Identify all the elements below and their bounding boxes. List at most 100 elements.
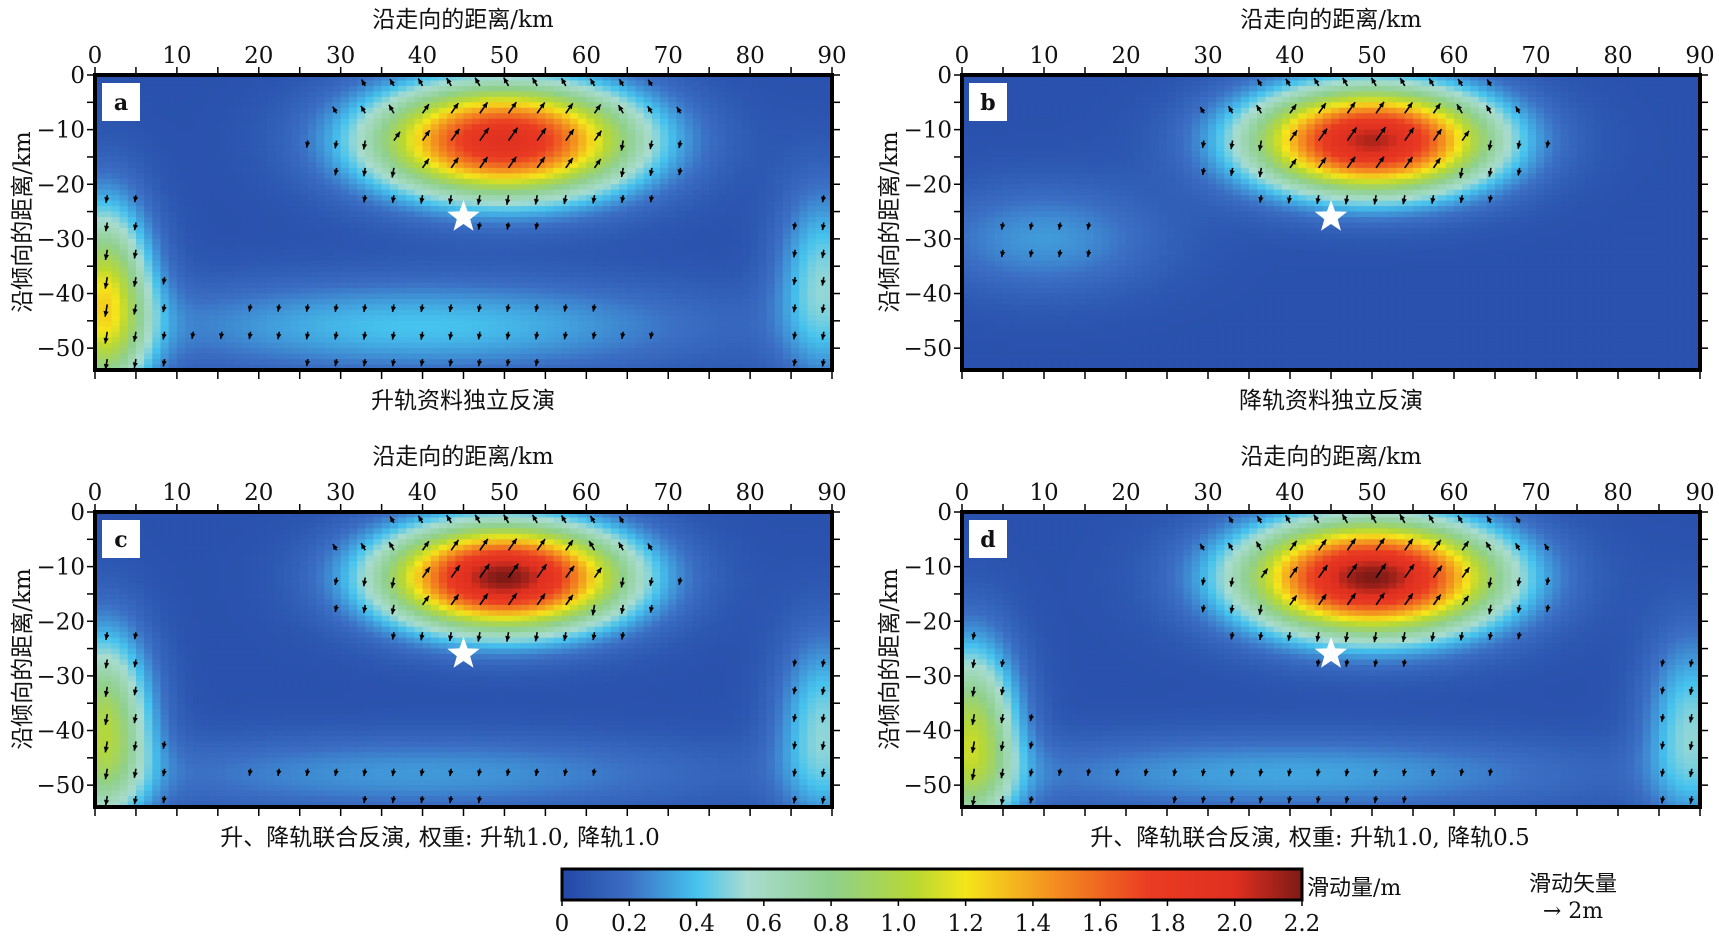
heatmap-cell xyxy=(709,299,718,305)
heatmap-cell xyxy=(701,326,710,332)
heatmap-cell xyxy=(332,315,341,321)
heatmap-cell xyxy=(717,108,726,114)
heatmap-cell xyxy=(152,151,161,157)
heatmap-cell xyxy=(169,348,178,354)
heatmap-cell xyxy=(693,299,702,305)
heatmap-cell xyxy=(734,130,743,136)
heatmap-cell xyxy=(349,173,358,179)
heatmap-cell xyxy=(554,113,563,119)
heatmap-cell xyxy=(529,233,538,239)
heatmap-cell xyxy=(709,348,718,354)
heatmap-cell xyxy=(341,239,350,245)
heatmap-cell xyxy=(464,266,473,272)
heatmap-cell xyxy=(635,212,644,218)
heatmap-cell xyxy=(136,310,145,316)
heatmap-cell xyxy=(226,212,235,218)
heatmap-cell xyxy=(382,321,391,327)
heatmap-cell xyxy=(398,326,407,332)
heatmap-cell xyxy=(627,299,636,305)
heatmap-cell xyxy=(210,108,219,114)
heatmap-cell xyxy=(488,266,497,272)
heatmap-cell xyxy=(161,173,170,179)
heatmap-cell xyxy=(685,288,694,294)
heatmap-cell xyxy=(807,228,816,234)
heatmap-cell xyxy=(513,283,522,289)
heatmap-cell xyxy=(218,201,227,207)
heatmap-cell xyxy=(275,288,284,294)
heatmap-cell xyxy=(292,272,301,278)
heatmap-cell xyxy=(766,80,775,86)
heatmap-cell xyxy=(349,223,358,229)
heatmap-cell xyxy=(562,343,571,349)
heatmap-cell xyxy=(717,315,726,321)
heatmap-cell xyxy=(562,315,571,321)
heatmap-cell xyxy=(332,206,341,212)
heatmap-cell xyxy=(120,261,129,267)
heatmap-cell xyxy=(513,206,522,212)
heatmap-cell xyxy=(660,217,669,223)
heatmap-cell xyxy=(234,288,243,294)
heatmap-cell xyxy=(365,141,374,147)
heatmap-cell xyxy=(234,223,243,229)
heatmap-cell xyxy=(251,343,260,349)
heatmap-cell xyxy=(324,184,333,190)
heatmap-cell xyxy=(660,233,669,239)
heatmap-cell xyxy=(513,80,522,86)
heatmap-cell xyxy=(750,102,759,108)
heatmap-cell xyxy=(480,168,489,174)
heatmap-cell xyxy=(177,206,186,212)
heatmap-cell xyxy=(545,173,554,179)
heatmap-cell xyxy=(709,272,718,278)
heatmap-cell xyxy=(161,86,170,92)
heatmap-cell xyxy=(480,321,489,327)
heatmap-cell xyxy=(382,190,391,196)
heatmap-cell xyxy=(766,326,775,332)
heatmap-cell xyxy=(521,304,530,310)
heatmap-cell xyxy=(668,250,677,256)
heatmap-cell xyxy=(635,179,644,185)
heatmap-cell xyxy=(685,179,694,185)
heatmap-cell xyxy=(537,190,546,196)
heatmap-cell xyxy=(676,283,685,289)
heatmap-cell xyxy=(398,80,407,86)
heatmap-cell xyxy=(201,184,210,190)
heatmap-cell xyxy=(701,119,710,125)
heatmap-cell xyxy=(234,124,243,130)
heatmap-cell xyxy=(742,354,751,360)
heatmap-cell xyxy=(554,304,563,310)
heatmap-cell xyxy=(431,239,440,245)
heatmap-cell xyxy=(635,310,644,316)
heatmap-cell xyxy=(120,283,129,289)
heatmap-cell xyxy=(619,212,628,218)
heatmap-cell xyxy=(144,195,153,201)
heatmap-cell xyxy=(251,162,260,168)
heatmap-cell xyxy=(226,310,235,316)
heatmap-cell xyxy=(152,135,161,141)
heatmap-cell xyxy=(275,146,284,152)
heatmap-cell xyxy=(668,102,677,108)
heatmap-cell xyxy=(709,283,718,289)
heatmap-cell xyxy=(414,130,423,136)
heatmap-cell xyxy=(210,151,219,157)
heatmap-cell xyxy=(431,124,440,130)
heatmap-cell xyxy=(676,272,685,278)
heatmap-cell xyxy=(562,86,571,92)
heatmap-cell xyxy=(169,119,178,125)
heatmap-cell xyxy=(152,283,161,289)
heatmap-cell xyxy=(488,310,497,316)
heatmap-cell xyxy=(308,250,317,256)
heatmap-cell xyxy=(799,179,808,185)
heatmap-cell xyxy=(627,266,636,272)
heatmap-cell xyxy=(382,354,391,360)
heatmap-cell xyxy=(529,294,538,300)
heatmap-cell xyxy=(783,119,792,125)
heatmap-cell xyxy=(251,266,260,272)
heatmap-cell xyxy=(103,190,112,196)
heatmap-cell xyxy=(406,250,415,256)
heatmap-cell xyxy=(480,272,489,278)
heatmap-cell xyxy=(668,255,677,261)
heatmap-cell xyxy=(627,261,636,267)
heatmap-cell xyxy=(709,310,718,316)
heatmap-cell xyxy=(316,239,325,245)
heatmap-cell xyxy=(562,277,571,283)
